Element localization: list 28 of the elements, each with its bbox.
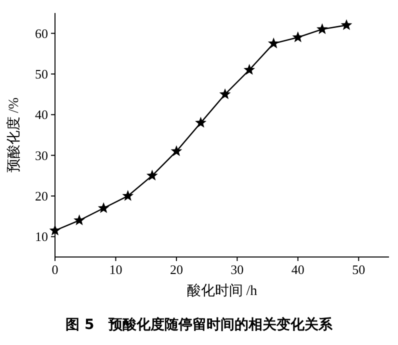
point: [244, 64, 256, 75]
y-tick-label: 60: [35, 26, 48, 41]
x-tick-label: 50: [352, 262, 366, 277]
y-tick-label: 50: [35, 66, 48, 82]
text: 图 5 预酸化度随停留时间的相关变化关系: [66, 316, 334, 333]
point: [170, 145, 182, 156]
point: [146, 170, 158, 181]
point: [49, 224, 61, 236]
point: [292, 31, 304, 42]
x-tick-label: 20: [170, 262, 183, 277]
point: [98, 202, 110, 214]
y-tick-label: 40: [35, 107, 48, 122]
point: [219, 88, 231, 100]
x-tick-label: 30: [230, 262, 244, 277]
x-tick-label: 40: [291, 262, 304, 277]
point: [316, 23, 328, 34]
point: [74, 214, 85, 226]
y-axis-title: 预酸化度 /%: [6, 97, 22, 173]
y-tick-label: 10: [35, 229, 48, 244]
y-tick-label: 30: [35, 148, 48, 163]
point: [122, 190, 134, 201]
point: [340, 19, 352, 30]
x-tick-label: 0: [52, 262, 58, 277]
point: [268, 38, 280, 48]
y-tick-label: 20: [35, 188, 48, 204]
x-tick-label: 10: [109, 262, 122, 277]
x-axis-title: 酸化时间 /h: [186, 283, 258, 299]
point: [195, 116, 206, 128]
